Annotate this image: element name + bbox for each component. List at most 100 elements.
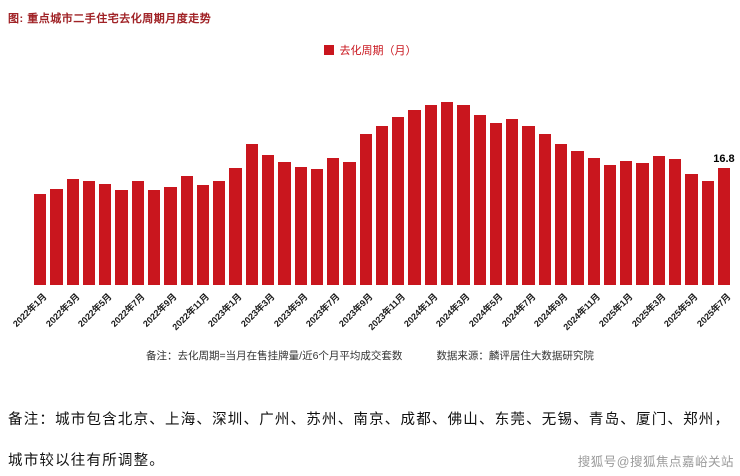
bar [213,180,226,285]
x-tick-label: 2023年1月 [206,291,245,329]
bar-slot: 2023年5月 [272,90,309,329]
bar [717,168,731,285]
bar-slot: 2024年9月 [532,90,570,329]
bar [424,105,438,285]
bar-slot [82,90,96,285]
bar [99,184,112,285]
chart-footnotes: 备注：去化周期=当月在售挂牌量/近6个月平均成交套数 数据来源：麟评居住大数据研… [0,348,740,363]
bar [685,174,698,285]
x-tick-label: 2022年1月 [11,291,49,329]
watermark: 搜狐号@搜狐焦点嘉峪关站 [577,455,734,469]
bar [310,169,324,285]
bar [636,163,649,285]
bar [489,123,503,285]
bar-slot [278,90,291,285]
bar [294,166,307,285]
bar [359,133,372,285]
bar-slot: 2024年3月 [434,90,472,329]
x-tick-label: 2022年7月 [108,291,147,329]
bar [115,189,128,285]
bar [164,186,177,285]
bar-slot [571,90,584,285]
bar-slot: 2025年7月 16.8 [695,90,735,329]
x-tick-label: 2023年5月 [271,291,310,329]
x-tick-label: 2023年3月 [239,291,277,329]
bar-slot [701,90,714,285]
bar-slot: 2025年3月 [630,90,667,329]
bar [392,117,405,285]
legend-label: 去化周期（月） [339,45,417,57]
bar-slot [50,90,63,285]
bar [603,165,617,285]
bar-slot [343,90,356,285]
bar [245,143,258,285]
bottom-row: 城市较以往有所调整。 搜狐号@搜狐焦点嘉峪关站 [8,449,734,470]
bar-slot: 2023年1月 [207,90,244,329]
footnote-definition: 备注：去化周期=当月在售挂牌量/近6个月平均成交套数 [146,350,403,362]
bar [375,126,389,285]
x-tick-label: 2025年1月 [597,291,635,329]
bottom-note-line2: 城市较以往有所调整。 [8,453,165,469]
bar [701,180,714,285]
bar [229,168,242,285]
x-tick-label: 2022年5月 [76,291,114,329]
bar [82,181,96,285]
bar-slot: 2023年11月 [366,90,407,332]
x-tick-label: 2024年7月 [499,291,538,329]
bar-slot [245,90,258,285]
bar [522,125,535,285]
bar [50,188,63,285]
footnote-source: 数据来源：麟评居住大数据研究院 [436,350,594,362]
bar [180,176,193,285]
bar [278,161,291,285]
bar [668,158,682,285]
bar [587,158,600,285]
bar-slot [147,90,161,285]
bar-slot [408,90,421,285]
bar-slot: 2023年3月 [239,90,277,329]
bar-slot: 2024年11月 [561,90,602,332]
bar [555,143,568,285]
bar-slot [506,90,519,285]
bar [538,133,551,285]
bar-slot [538,90,551,285]
x-tick-label: 2025年5月 [662,291,700,329]
bar [652,156,665,285]
bar-slot [668,90,682,285]
bar-slot [115,90,128,285]
bottom-note: 备注：城市包含北京、上海、深圳、广州、苏州、南京、成都、佛山、东莞、无锡、青岛、… [8,408,734,470]
x-tick-label: 2023年7月 [304,291,342,329]
bar-slot: 2022年3月 [44,90,81,329]
bar [196,185,210,285]
bar-slot: 2024年7月 [500,90,537,329]
bar [571,151,584,285]
bar-slot: 2024年5月 [467,90,505,329]
bar-chart: 2022年1月 2022年3月 2022年5月 2022年7月 2022年9月 2022年… [11,90,735,332]
bar-slot [473,90,486,285]
bar [408,109,421,285]
legend-swatch-icon [323,45,334,55]
bar-slot: 2022年5月 [76,90,114,329]
bar [457,104,470,285]
bar-slot: 2022年1月 [11,90,49,329]
chart-title: 图: 重点城市二手住宅去化周期月度走势 [8,13,212,25]
bar [343,161,356,285]
bar-slot [441,90,454,285]
x-tick-label: 2024年3月 [434,291,472,329]
bar [131,181,144,285]
bar [441,101,454,285]
bar-slot: 2024年1月 [402,90,439,329]
bar-slot [375,90,389,285]
x-tick-label: 2025年3月 [629,291,668,329]
bar-slot: 2022年9月 [141,90,179,329]
bar-slot: 2023年7月 [304,90,342,329]
bar [261,155,275,285]
bar [620,161,633,285]
x-tick-label: 2024年5月 [467,291,505,329]
x-tick-label: 2024年1月 [401,291,440,329]
bar-slot [636,90,649,285]
bar-slot: 2022年11月 [171,90,211,332]
bar-slot [180,90,193,285]
legend: 去化周期（月） [0,42,740,58]
